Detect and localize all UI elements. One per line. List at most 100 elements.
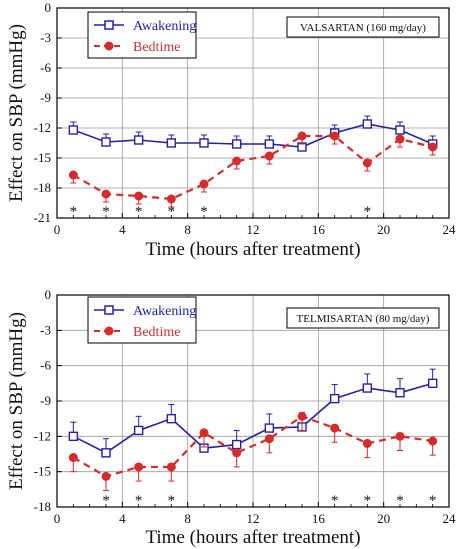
x-axis-label: Time (hours after treatment) (145, 239, 360, 260)
data-point (232, 448, 242, 458)
legend-frame (87, 296, 197, 344)
x-tick-label: 24 (443, 511, 457, 526)
drug-annotation-frame (286, 16, 440, 38)
x-tick-label: 0 (54, 511, 61, 526)
data-point (166, 138, 177, 148)
y-tick-label: -15 (34, 150, 51, 165)
x-tick-label: 20 (377, 222, 390, 237)
significance-star: * (364, 493, 372, 509)
y-tick-label: -18 (34, 180, 51, 195)
y-tick-label: -12 (34, 428, 51, 443)
x-tick-label: 24 (443, 222, 457, 237)
series-awakening (68, 368, 438, 458)
data-point (264, 434, 274, 444)
data-point (395, 134, 405, 144)
data-point (232, 156, 242, 166)
data-point (101, 448, 111, 458)
significance-star: * (200, 204, 208, 220)
significance-star: * (70, 204, 78, 220)
significance-star: * (364, 204, 372, 220)
x-tick-label: 20 (377, 511, 390, 526)
legend: Awakening Bedtime (87, 296, 197, 344)
data-point (395, 125, 405, 135)
drug-annotation: VALSARTAN (160 mg/day) (286, 16, 440, 38)
data-point (101, 189, 111, 199)
significance-star: * (168, 204, 176, 220)
y-tick-label: 0 (45, 287, 52, 302)
significance-star: * (429, 493, 437, 509)
series-line (72, 415, 433, 478)
y-tick-label: -9 (40, 393, 51, 408)
significance-star: * (102, 204, 110, 220)
data-point (362, 383, 373, 393)
data-point (68, 125, 79, 135)
significance-star: * (331, 493, 339, 509)
series-line (72, 382, 433, 454)
data-point (133, 425, 144, 436)
legend-bedtime-marker (104, 41, 114, 51)
legend-awakening-label: Awakening (133, 19, 196, 34)
y-axis-label: Effect on SBP (mmHg) (6, 24, 27, 202)
significance-star: * (135, 493, 143, 509)
x-axis-label: Time (hours after treatment) (145, 527, 360, 548)
x-tick-label: 4 (119, 511, 126, 526)
y-tick-label: -12 (34, 120, 51, 135)
y-tick-label: -9 (40, 90, 51, 105)
significance-star: * (396, 493, 404, 509)
chart-panel-valsartan: * * * * * * 0 4 8 12 16 20 24 0 -3 -6 -9 -12 -15 -18 -21 Aw… (6, 0, 456, 260)
significance-star: * (102, 493, 110, 509)
data-point (395, 388, 405, 398)
data-point (362, 119, 373, 129)
data-point (166, 413, 177, 424)
data-point (134, 462, 144, 472)
y-axis-label: Effect on SBP (mmHg) (6, 312, 27, 490)
plot-frame (56, 294, 450, 508)
data-point (166, 462, 176, 472)
data-point (362, 158, 372, 168)
data-point (428, 142, 438, 152)
x-tick-label: 12 (247, 222, 260, 237)
y-tick-label: -18 (34, 499, 51, 514)
data-point (199, 138, 209, 148)
series-line (73, 123, 433, 148)
series-bedtime (68, 411, 438, 492)
legend-frame (87, 11, 197, 59)
legend: Awakening Bedtime (87, 11, 197, 59)
y-tick-label: -6 (40, 358, 51, 373)
data-point (68, 431, 79, 442)
data-point (362, 438, 372, 448)
y-tick-label: -21 (34, 210, 51, 225)
data-point (166, 194, 176, 204)
x-tick-label: 8 (184, 222, 191, 237)
data-point (427, 378, 438, 389)
x-tick-label: 16 (312, 511, 326, 526)
data-point (395, 431, 405, 441)
legend-bedtime-label: Bedtime (133, 40, 180, 55)
y-tick-label: -3 (40, 322, 51, 337)
data-point (199, 179, 209, 189)
data-point (428, 436, 438, 446)
data-point (133, 135, 144, 145)
data-point (329, 393, 340, 404)
x-tick-label: 16 (312, 222, 326, 237)
y-tick-label: 0 (45, 0, 52, 15)
y-tick-label: -15 (34, 464, 51, 479)
data-point (101, 137, 111, 147)
data-point (231, 139, 242, 149)
data-point (264, 423, 275, 433)
legend-bedtime-marker (104, 326, 114, 336)
y-tick-label: -6 (40, 60, 51, 75)
data-point (330, 423, 340, 433)
data-point (68, 453, 78, 463)
x-tick-label: 12 (247, 511, 260, 526)
series-line (72, 134, 433, 201)
significance-star: * (135, 204, 143, 220)
legend-bedtime-label: Bedtime (133, 325, 180, 340)
data-point (68, 170, 78, 180)
legend-awakening-marker (104, 20, 114, 30)
series-bedtime (68, 131, 438, 208)
chart-panel-telmisartan: * * * * * * * 0 4 8 12 16 20 24 0 -3 -6 -9 -12 -15 -18 Awak… (6, 287, 456, 548)
data-point (231, 439, 242, 450)
drug-annotation-frame (286, 307, 440, 329)
